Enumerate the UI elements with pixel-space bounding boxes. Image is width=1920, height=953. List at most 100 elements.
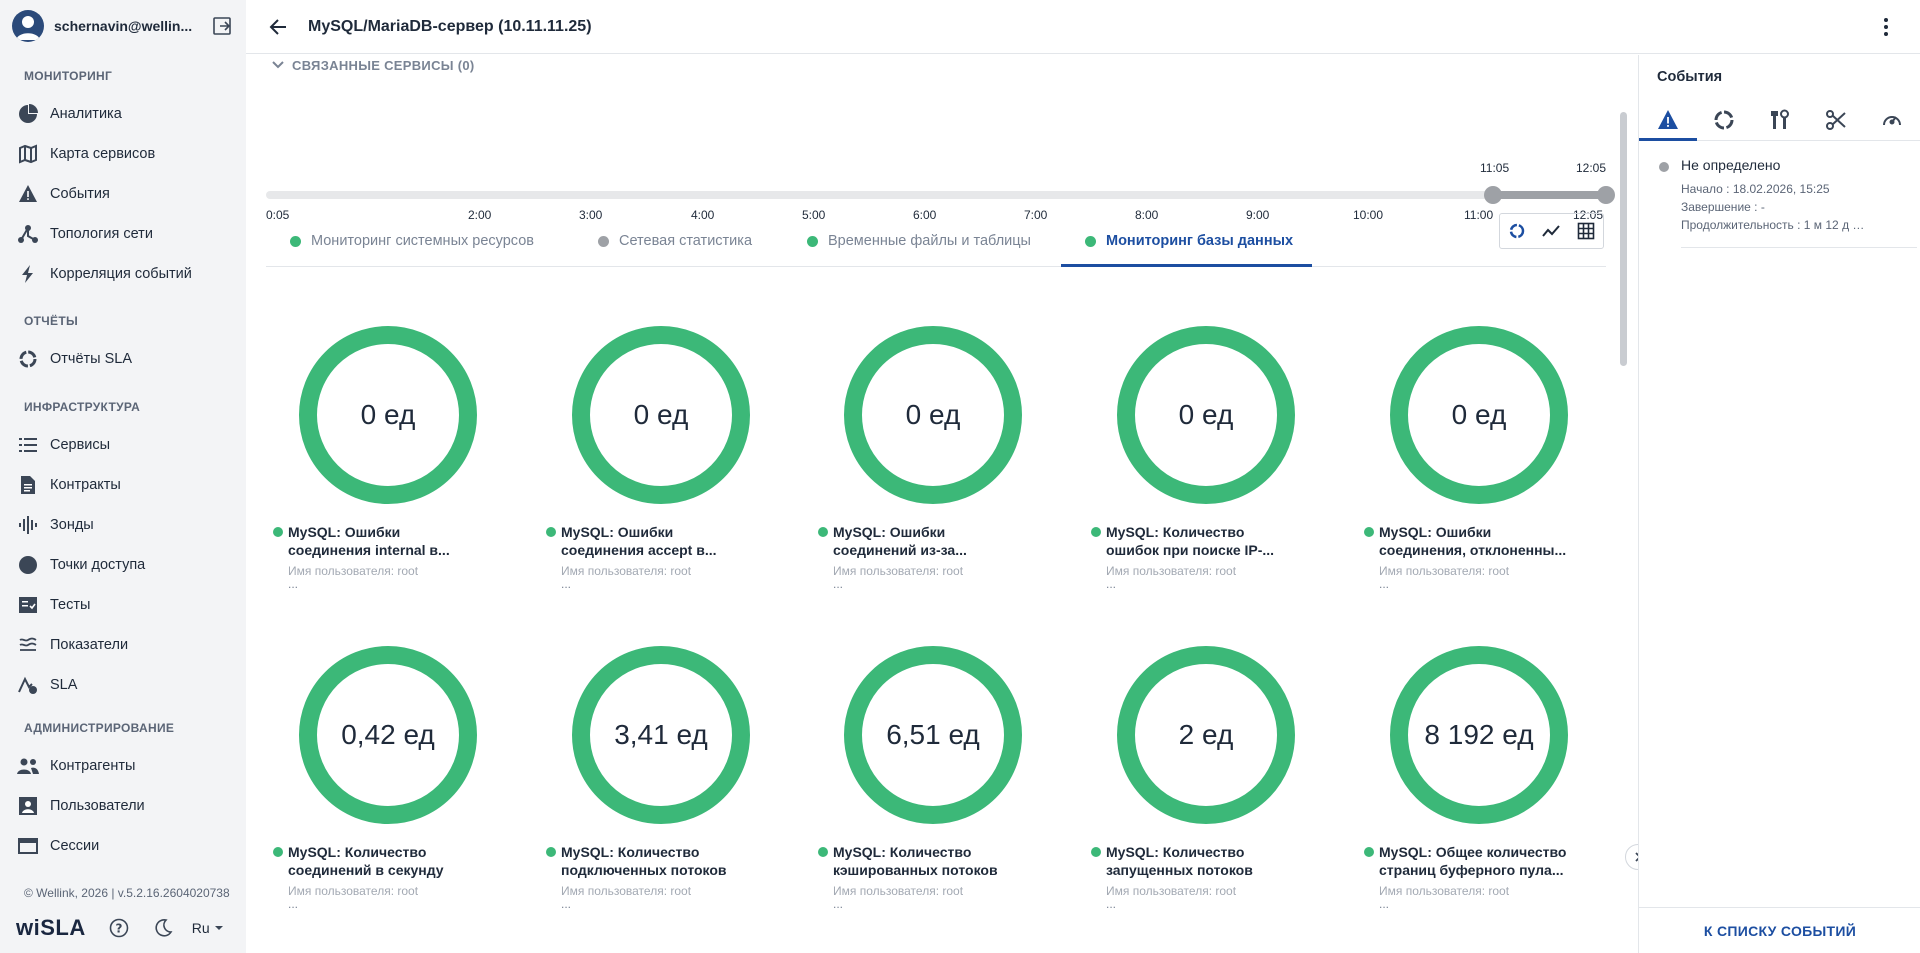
- status-dot: [818, 847, 828, 857]
- status-dot: [290, 235, 301, 247]
- nav-item-label: Карта сервисов: [50, 146, 156, 162]
- tab-temp-files[interactable]: Временные файлы и таблицы: [807, 215, 1031, 267]
- event-divider: [1681, 247, 1917, 248]
- tab-label: Мониторинг базы данных: [1106, 233, 1294, 249]
- gauge-more: ...: [1106, 897, 1117, 911]
- gauge-subtitle: Имя пользователя: root: [288, 564, 419, 578]
- tab-network-stats[interactable]: Сетевая статистика: [598, 215, 752, 267]
- status-dot: [807, 235, 818, 247]
- tab-db-monitoring[interactable]: Мониторинг базы данных: [1085, 215, 1293, 267]
- gauge-card[interactable]: 0,42 ед MySQL: Количество соединений в се…: [273, 645, 513, 915]
- tab-system-resources[interactable]: Мониторинг системных ресурсов: [290, 215, 534, 267]
- table-view-icon[interactable]: [1569, 214, 1603, 248]
- nav-item-events[interactable]: События: [16, 179, 230, 209]
- gauge-card[interactable]: 6,51 ед MySQL: Количество кэшированных по…: [818, 645, 1058, 915]
- nav-item-services[interactable]: Сервисы: [16, 430, 230, 460]
- gauge-title: MySQL: Количество кэшированных потоков: [818, 843, 1058, 879]
- scissors-icon: [1826, 110, 1846, 130]
- timeline-handle-end[interactable]: [1597, 186, 1615, 204]
- nav-item-sla[interactable]: SLA: [16, 670, 230, 700]
- chevron-down-icon: [272, 61, 284, 69]
- gauge-subtitle: Имя пользователя: root: [561, 564, 692, 578]
- help-icon[interactable]: ?: [108, 917, 130, 939]
- timeline-tick: 11:00: [1464, 208, 1494, 222]
- gauge-title: MySQL: Общее количество страниц буферного…: [1364, 843, 1604, 879]
- timeline-handle-start[interactable]: [1484, 186, 1502, 204]
- nav-item-tests[interactable]: Тесты: [16, 590, 230, 620]
- nav-item-users[interactable]: Пользователи: [16, 791, 230, 821]
- gauge-more: ...: [1379, 577, 1390, 591]
- nav-item-probes[interactable]: Зонды: [16, 510, 230, 540]
- events-list-button[interactable]: К СПИСКУ СОБЫТИЙ: [1639, 907, 1920, 953]
- avatar-icon[interactable]: [12, 10, 44, 42]
- status-dot: [1091, 527, 1101, 537]
- event-start: Начало : 18.02.2026, 15:25: [1681, 182, 1830, 196]
- status-dot: [546, 527, 556, 537]
- timeline-range[interactable]: [1493, 191, 1606, 199]
- warning-icon: [16, 182, 40, 206]
- timeline-tick: 8:00: [1135, 208, 1159, 222]
- timeline[interactable]: 11:05 12:05 0:05 2:00 3:00 4:00 5:00 6:0…: [266, 135, 1615, 235]
- gauge-subtitle: Имя пользователя: root: [1379, 884, 1510, 898]
- donut-view-icon[interactable]: [1500, 214, 1534, 248]
- nav-item-label: Корреляция событий: [50, 266, 192, 282]
- gauge-card[interactable]: 8 192 ед MySQL: Общее количество страниц …: [1364, 645, 1604, 915]
- gauge-value: 0 ед: [360, 399, 416, 430]
- timeline-track[interactable]: [266, 191, 1606, 199]
- gauge-title: MySQL: Количество подключенных потоков: [546, 843, 786, 879]
- gauge-card[interactable]: 0 ед MySQL: Ошибки соединения internal в.…: [273, 325, 513, 595]
- logout-icon[interactable]: [210, 14, 234, 38]
- gauge-ring: [1117, 326, 1295, 504]
- nav-item-topology[interactable]: Топология сети: [16, 219, 230, 249]
- language-select[interactable]: Ru: [192, 920, 224, 936]
- related-services-toggle[interactable]: СВЯЗАННЫЕ СЕРВИСЫ (0): [272, 55, 475, 75]
- gauge-title-line1: MySQL: Количество: [1106, 844, 1245, 860]
- events-tab-performance[interactable]: [1864, 99, 1920, 141]
- nav-item-counterparties[interactable]: Контрагенты: [16, 751, 230, 781]
- events-tab-warnings[interactable]: [1640, 99, 1696, 141]
- status-dot: [546, 847, 556, 857]
- nav-item-label: Контрагенты: [50, 758, 136, 774]
- gauge-card[interactable]: 0 ед MySQL: Ошибки соединения, отклоненны…: [1364, 325, 1604, 595]
- timeline-tick: 6:00: [913, 208, 937, 222]
- nav-item-service-map[interactable]: Карта сервисов: [16, 139, 230, 169]
- user-name[interactable]: schernavin@wellin...: [54, 18, 193, 34]
- timeline-tick: 9:00: [1246, 208, 1270, 222]
- gauge-card[interactable]: 0 ед MySQL: Ошибки соединения accept в...…: [546, 325, 786, 595]
- gauge-card[interactable]: 0 ед MySQL: Количество ошибок при поиске …: [1091, 325, 1331, 595]
- nav-item-sessions[interactable]: Сессии: [16, 831, 230, 861]
- scrollbar-thumb[interactable]: [1620, 112, 1627, 366]
- nav-item-sla-reports[interactable]: Отчёты SLA: [16, 344, 230, 374]
- gauge-card[interactable]: 2 ед MySQL: Количество запущенных потоков…: [1091, 645, 1331, 915]
- gauge-title-line1: MySQL: Ошибки: [1379, 524, 1492, 540]
- nav-item-contracts[interactable]: Контракты: [16, 470, 230, 500]
- status-dot: [1085, 235, 1096, 247]
- nav-item-access-points[interactable]: Точки доступа: [16, 550, 230, 580]
- moon-icon[interactable]: [152, 917, 174, 939]
- gauge-more: ...: [833, 897, 844, 911]
- events-tab-cuts[interactable]: [1808, 99, 1864, 141]
- line-chart-icon[interactable]: [1534, 214, 1568, 248]
- gauge-ring: [844, 646, 1022, 824]
- nav-item-metrics[interactable]: Показатели: [16, 630, 230, 660]
- tab-label: Мониторинг системных ресурсов: [311, 233, 534, 249]
- status-dot: [273, 527, 283, 537]
- gauge-card[interactable]: 0 ед MySQL: Ошибки соединений из-за... Им…: [818, 325, 1058, 595]
- kebab-menu-icon[interactable]: [1874, 15, 1898, 39]
- gauge-more: ...: [561, 897, 572, 911]
- back-arrow-icon[interactable]: [258, 7, 298, 47]
- nav-section-reports: ОТЧЁТЫ: [24, 314, 79, 328]
- nav-item-analytics[interactable]: Аналитика: [16, 99, 230, 129]
- nav-item-label: SLA: [50, 677, 78, 693]
- events-tab-maintenance[interactable]: [1752, 99, 1808, 141]
- events-tab-sla[interactable]: [1696, 99, 1752, 141]
- nav-item-correlation[interactable]: Корреляция событий: [16, 259, 230, 289]
- gauge-ring: [844, 326, 1022, 504]
- nav-item-label: Зонды: [50, 517, 94, 533]
- event-status[interactable]: Не определено: [1681, 157, 1781, 173]
- gauge-title-line1: MySQL: Количество: [288, 844, 427, 860]
- gauge-card[interactable]: 3,41 ед MySQL: Количество подключенных по…: [546, 645, 786, 915]
- gauge-value: 0 ед: [1178, 399, 1234, 430]
- wisla-logo[interactable]: wiSLA: [16, 915, 86, 940]
- gauge-more: ...: [1379, 897, 1390, 911]
